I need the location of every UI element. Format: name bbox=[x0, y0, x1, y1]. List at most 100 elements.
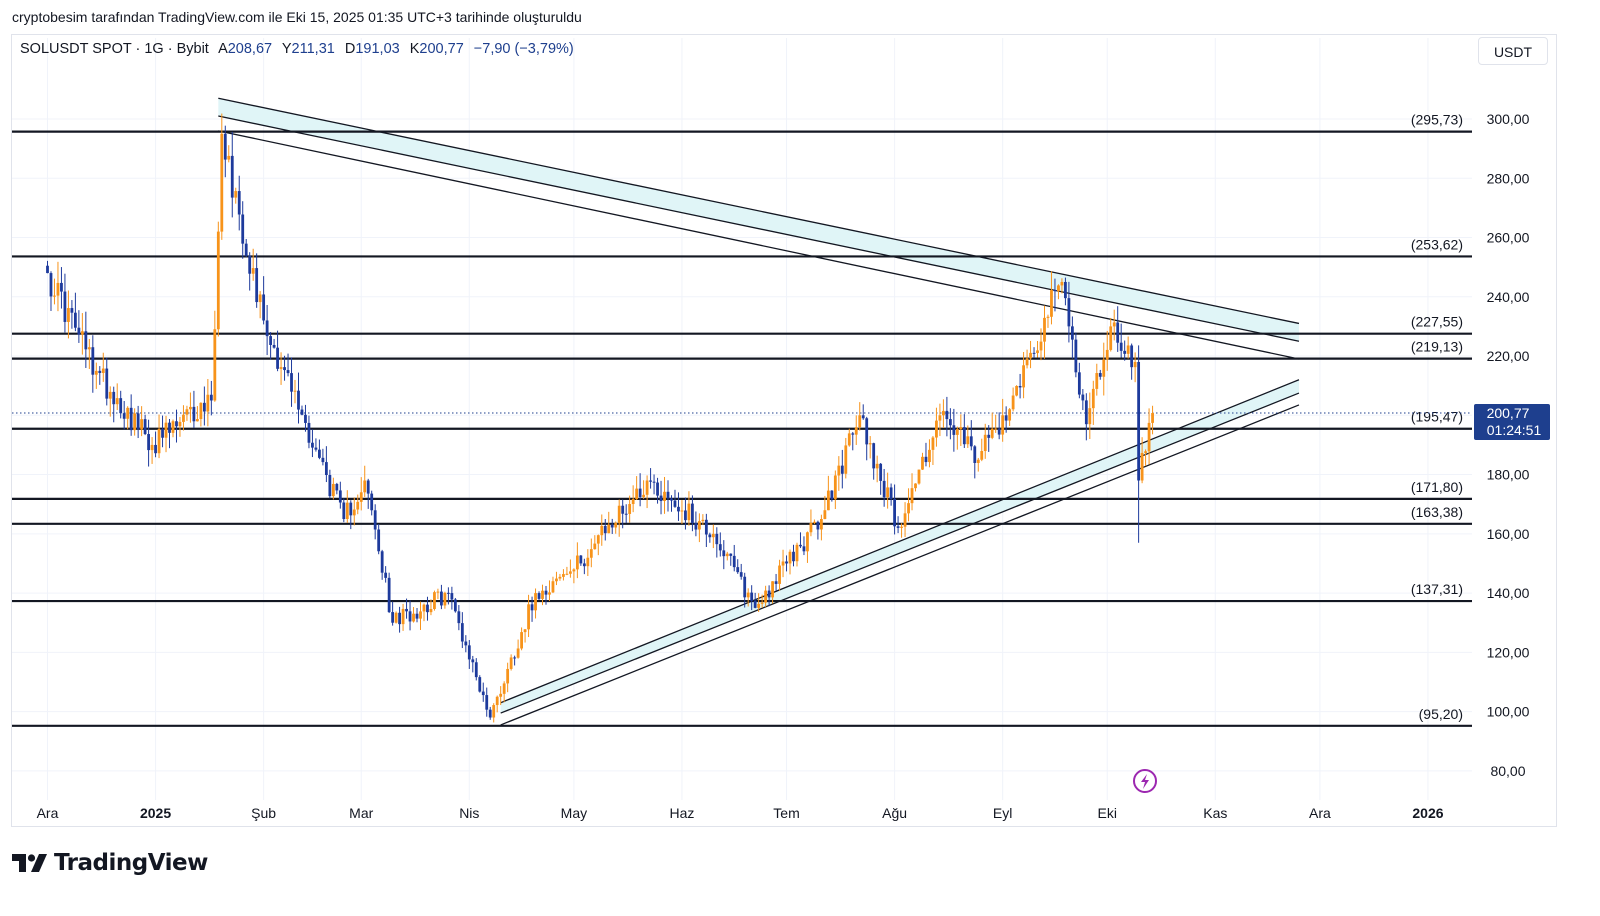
candle-body bbox=[1112, 322, 1116, 327]
candle-body bbox=[1022, 365, 1025, 388]
level-label: (219,13) bbox=[1411, 339, 1463, 355]
candle-body bbox=[251, 268, 255, 274]
candle-body bbox=[575, 555, 579, 570]
candle-body bbox=[230, 155, 234, 198]
candle-body bbox=[736, 567, 740, 573]
candle-body bbox=[534, 593, 537, 611]
candle-body bbox=[962, 427, 966, 445]
candle-body bbox=[206, 394, 210, 412]
level-label: (253,62) bbox=[1411, 236, 1463, 252]
candle-body bbox=[889, 487, 893, 499]
candle-body bbox=[286, 370, 290, 374]
candle-body bbox=[133, 413, 137, 431]
candle-body bbox=[53, 295, 56, 297]
candle-body bbox=[617, 505, 621, 523]
price-tick-label: 100,00 bbox=[1487, 704, 1530, 720]
candle-body bbox=[1105, 349, 1109, 360]
candle-body bbox=[338, 490, 342, 503]
candle-body bbox=[1043, 317, 1046, 342]
candle-body bbox=[366, 480, 370, 494]
candle-body bbox=[680, 510, 684, 512]
candle-body bbox=[1088, 408, 1092, 425]
channel-line bbox=[218, 130, 1300, 360]
candle-body bbox=[788, 551, 792, 564]
candle-body bbox=[499, 693, 503, 697]
ohlc-high: Y211,31 bbox=[281, 41, 335, 57]
candle-body bbox=[764, 590, 768, 603]
candle-body bbox=[945, 410, 949, 420]
candle-body bbox=[718, 544, 722, 551]
candle-body bbox=[795, 544, 799, 562]
candle-body bbox=[955, 429, 959, 435]
candle-body bbox=[610, 524, 614, 528]
candle-body bbox=[440, 591, 443, 606]
candle-body bbox=[147, 434, 150, 451]
candle-body bbox=[823, 510, 827, 520]
candle-body bbox=[582, 563, 586, 567]
level-label: (95,20) bbox=[1419, 706, 1463, 722]
candle-body bbox=[220, 133, 224, 232]
candle-body bbox=[666, 491, 670, 499]
candle-body bbox=[314, 447, 318, 450]
candle-body bbox=[684, 510, 687, 521]
candle-body bbox=[952, 425, 956, 435]
candle-body bbox=[1140, 452, 1144, 481]
candle-body bbox=[1067, 298, 1071, 327]
ohlc-open: A208,67 bbox=[218, 41, 273, 57]
candle-body bbox=[98, 370, 102, 373]
candle-body bbox=[523, 629, 527, 633]
candle-body bbox=[694, 522, 698, 530]
candle-body bbox=[813, 521, 816, 523]
candle-body bbox=[377, 529, 381, 552]
candle-body bbox=[868, 443, 872, 445]
tradingview-logo[interactable]: TradingView bbox=[12, 850, 208, 876]
time-tick-label: Ağu bbox=[882, 805, 907, 821]
candle-body bbox=[819, 519, 823, 530]
candle-body bbox=[516, 648, 520, 658]
candle-body bbox=[579, 555, 583, 564]
price-tick-label: 140,00 bbox=[1487, 585, 1530, 601]
channel-line bbox=[500, 392, 1300, 714]
candle-body bbox=[84, 331, 88, 350]
candle-body bbox=[168, 422, 171, 433]
candle-body bbox=[771, 581, 774, 598]
candle-body bbox=[816, 521, 820, 530]
candle-body bbox=[485, 695, 489, 710]
candle-body bbox=[603, 525, 607, 534]
candle-body bbox=[161, 428, 164, 438]
symbol-name[interactable]: SOLUSDT SPOT · 1G · Bybit bbox=[20, 41, 209, 57]
candle-body bbox=[607, 524, 611, 534]
candle-body bbox=[60, 282, 63, 292]
candle-body bbox=[143, 419, 147, 435]
candle-body bbox=[886, 487, 890, 498]
symbol-legend[interactable]: SOLUSDT SPOT · 1G · Bybit A208,67 Y211,3… bbox=[20, 41, 580, 57]
channel-line bbox=[500, 404, 1300, 726]
candle-body bbox=[450, 593, 454, 600]
candle-body bbox=[488, 709, 492, 718]
candle-body bbox=[858, 415, 862, 428]
candle-body bbox=[290, 373, 293, 392]
candle-body bbox=[506, 668, 510, 684]
candle-body bbox=[492, 705, 496, 718]
candle-body bbox=[349, 502, 353, 516]
candle-body bbox=[704, 519, 708, 535]
candle-body bbox=[136, 413, 140, 430]
dividend-event-icon[interactable] bbox=[1133, 769, 1157, 793]
candle-body bbox=[394, 612, 398, 623]
candle-body bbox=[1070, 326, 1074, 340]
candle-body bbox=[1001, 415, 1005, 435]
candle-body bbox=[175, 421, 178, 427]
chart-caption: cryptobesim tarafından TradingView.com i… bbox=[12, 9, 582, 25]
candle-body bbox=[241, 214, 245, 244]
candle-body bbox=[182, 414, 185, 422]
candle-body bbox=[443, 592, 447, 606]
candle-body bbox=[384, 572, 388, 578]
candle-body bbox=[105, 368, 109, 399]
candle-body bbox=[785, 561, 788, 564]
candle-body bbox=[642, 494, 646, 498]
currency-button[interactable]: USDT bbox=[1478, 37, 1548, 65]
price-tick-label: 220,00 bbox=[1487, 348, 1530, 364]
level-label: (295,73) bbox=[1411, 112, 1463, 128]
candle-body bbox=[806, 532, 809, 552]
